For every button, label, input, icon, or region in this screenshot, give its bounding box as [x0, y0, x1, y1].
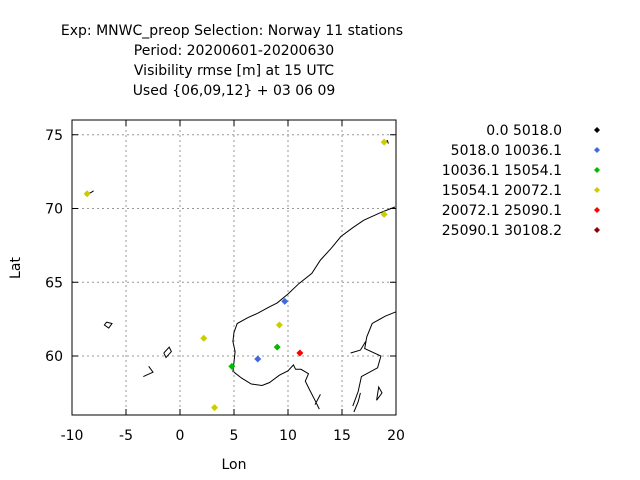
title-line: Exp: MNWC_preop Selection: Norway 11 sta… — [61, 23, 403, 39]
y-tick-label: 60 — [45, 349, 63, 365]
data-point — [273, 343, 281, 351]
x-tick-label: 20 — [387, 428, 405, 444]
coastline-path — [314, 394, 321, 405]
data-point — [200, 334, 208, 342]
title-line: Visibility rmse [m] at 15 UTC — [134, 63, 334, 79]
coastline-path — [353, 392, 361, 413]
coastline-path — [163, 346, 172, 359]
y-tick-label: 75 — [45, 128, 63, 144]
title-line: Period: 20200601-20200630 — [134, 43, 334, 59]
legend-label: 25090.1 30108.2 — [442, 223, 562, 239]
coastline-path — [352, 311, 397, 407]
legend-marker — [594, 207, 600, 213]
coastline-path — [376, 385, 383, 401]
grid — [72, 120, 396, 415]
y-axis-ticks: 60 65 70 75 — [45, 128, 396, 365]
legend-label: 5018.0 10036.1 — [451, 143, 562, 159]
data-points — [83, 138, 388, 412]
legend-label: 15054.1 20072.1 — [442, 183, 562, 199]
data-point — [83, 190, 91, 198]
coastline-map — [84, 139, 397, 413]
x-axis-ticks: -10 -5 0 5 10 15 20 — [61, 120, 405, 444]
y-tick-label: 70 — [45, 202, 63, 218]
data-point — [254, 355, 262, 363]
data-point — [275, 321, 283, 329]
x-tick-label: -10 — [61, 428, 84, 444]
legend-marker — [594, 227, 600, 233]
legend-marker — [594, 187, 600, 193]
y-tick-label: 65 — [45, 275, 63, 291]
legend: 0.0 5018.0 5018.0 10036.1 10036.1 15054.1 1… — [442, 123, 600, 239]
legend-label: 10036.1 15054.1 — [442, 163, 562, 179]
data-point — [211, 404, 219, 412]
x-tick-label: 15 — [333, 428, 351, 444]
x-axis-label: Lon — [222, 457, 247, 473]
legend-label: 20072.1 25090.1 — [442, 203, 562, 219]
y-axis-label: Lat — [8, 257, 24, 279]
data-point — [380, 210, 388, 218]
legend-marker — [594, 167, 600, 173]
coastline-path — [143, 366, 154, 378]
data-point — [380, 138, 388, 146]
data-point — [296, 349, 304, 357]
title-line: Used {06,09,12} + 03 06 09 — [133, 83, 336, 99]
x-tick-label: -5 — [119, 428, 133, 444]
coastline-path — [103, 321, 113, 329]
x-tick-label: 5 — [230, 428, 239, 444]
legend-marker — [594, 147, 600, 153]
data-point — [281, 297, 289, 305]
x-tick-label: 0 — [176, 428, 185, 444]
legend-marker — [594, 127, 600, 133]
data-point — [228, 362, 236, 370]
x-tick-label: 10 — [279, 428, 297, 444]
legend-label: 0.0 5018.0 — [486, 123, 562, 139]
coastline-path — [350, 341, 367, 354]
chart-title: Exp: MNWC_preop Selection: Norway 11 sta… — [61, 23, 403, 99]
coastline-path — [233, 364, 320, 410]
coastline-path — [232, 206, 396, 373]
